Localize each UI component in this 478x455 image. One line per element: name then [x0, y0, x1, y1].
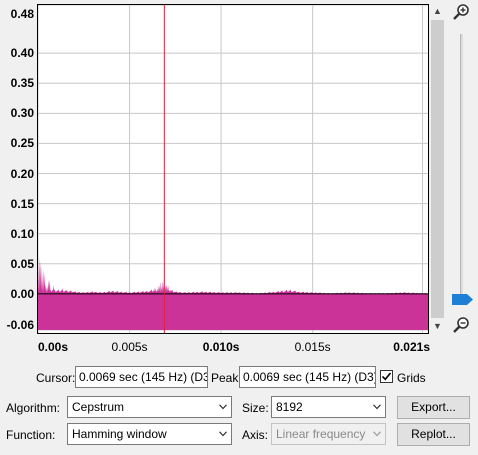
grids-checkbox[interactable]	[380, 370, 393, 383]
grids-label[interactable]: Grids	[397, 371, 426, 385]
y-tick-label: 0.30	[10, 106, 34, 121]
spectrum-plot[interactable]	[37, 4, 429, 334]
scrollbar-thumb[interactable]	[431, 20, 444, 318]
y-tick-label: 0.40	[10, 46, 34, 61]
chevron-up-icon[interactable]: ▲	[433, 6, 442, 16]
x-tick-label: 0.005s	[111, 340, 148, 354]
plot-canvas	[38, 5, 428, 333]
algorithm-select[interactable]: Cepstrum	[67, 396, 232, 418]
size-label: Size:	[242, 401, 269, 415]
y-tick-label: 0.25	[10, 136, 34, 151]
y-tick-label: 0.00	[10, 286, 34, 301]
y-tick-label: 0.48	[10, 7, 34, 21]
size-value: 8192	[276, 400, 303, 414]
y-tick-label: -0.06	[6, 318, 34, 332]
y-tick-label: 0.10	[10, 226, 34, 241]
zoom-out-icon[interactable]	[452, 316, 470, 334]
axis-value: Linear frequency	[276, 427, 366, 441]
y-tick-label: 0.35	[10, 76, 34, 91]
function-label: Function:	[6, 428, 56, 442]
zoom-slider-track[interactable]	[460, 34, 463, 304]
function-value: Hamming window	[72, 427, 167, 441]
x-tick-label: 0.010s	[202, 340, 240, 354]
axis-label: Axis:	[242, 428, 269, 442]
chevron-down-icon	[373, 404, 381, 410]
vertical-scrollbar[interactable]: ▲ ▼	[430, 4, 445, 334]
zoom-in-icon[interactable]	[452, 3, 470, 21]
x-tick-label: 0.00s	[38, 340, 69, 354]
axis-select: Linear frequency	[271, 423, 386, 445]
algorithm-value: Cepstrum	[72, 400, 125, 414]
peak-label: Peak:	[211, 371, 242, 385]
checkmark-icon	[381, 372, 392, 381]
chevron-down-icon[interactable]: ▼	[433, 321, 442, 331]
size-select[interactable]: 8192	[271, 396, 386, 418]
slider-thumb-icon[interactable]	[452, 294, 473, 305]
function-select[interactable]: Hamming window	[67, 423, 232, 445]
export-button[interactable]: Export...	[397, 396, 470, 419]
chevron-down-icon	[219, 431, 227, 437]
y-tick-label: 0.15	[10, 196, 34, 211]
y-tick-label: 0.20	[10, 166, 34, 181]
chevron-down-icon	[373, 431, 381, 437]
x-tick-label: 0.015s	[294, 340, 331, 354]
y-tick-label: 0.05	[10, 256, 34, 271]
peak-readout: 0.0069 sec (145 Hz) (D3)	[239, 366, 376, 388]
cursor-readout: 0.0069 sec (145 Hz) (D3)	[75, 366, 208, 388]
cursor-label: Cursor:	[36, 371, 76, 385]
cepstrum-series	[38, 256, 428, 330]
algorithm-label: Algorithm:	[6, 401, 61, 415]
x-tick-label: 0.021s	[393, 340, 430, 354]
chevron-down-icon	[219, 404, 227, 410]
replot-button[interactable]: Replot...	[397, 423, 470, 446]
